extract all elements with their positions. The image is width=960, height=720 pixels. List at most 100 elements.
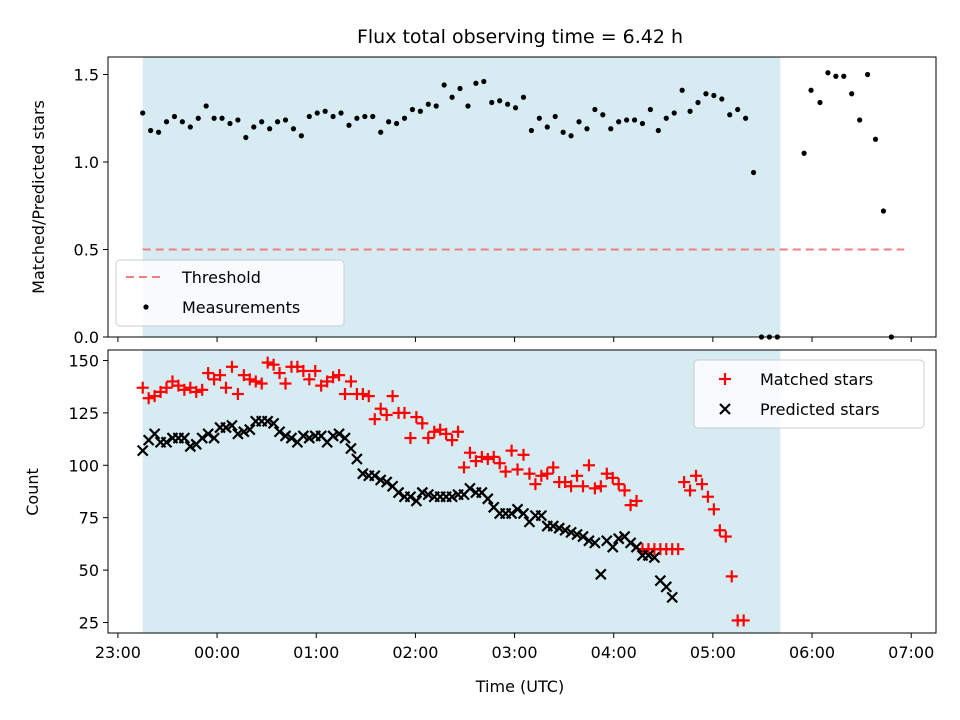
measurement-point xyxy=(433,103,439,109)
matched-stars-series xyxy=(136,356,750,627)
matched-star-point xyxy=(225,360,238,373)
measurement-point xyxy=(512,105,519,111)
x-tick-label: 23:00 xyxy=(95,643,141,662)
matched-star-point xyxy=(463,446,476,459)
x-axis-label: Time (UTC) xyxy=(475,677,564,696)
predicted-star-point xyxy=(606,541,619,553)
matched-star-point xyxy=(374,402,387,415)
measurement-point xyxy=(267,126,273,132)
matched-star-point xyxy=(576,480,589,493)
legend-threshold-label: Threshold xyxy=(181,268,261,287)
matched-star-point xyxy=(701,490,714,503)
matched-star-point xyxy=(136,381,149,394)
matched-star-point xyxy=(214,369,227,382)
matched-star-point xyxy=(220,381,233,394)
matched-star-point xyxy=(333,369,346,382)
x-tick-label: 03:00 xyxy=(492,643,538,662)
measurement-point xyxy=(695,99,701,106)
measurement-point xyxy=(211,115,217,121)
measurement-point xyxy=(825,70,831,76)
matched-star-point xyxy=(190,385,203,398)
measurement-point xyxy=(631,117,638,123)
matched-star-point xyxy=(707,503,720,516)
measurement-point xyxy=(219,115,225,121)
top-y-tick-label: 1.0 xyxy=(74,153,99,172)
predicted-star-point xyxy=(196,432,208,444)
predicted-stars-series xyxy=(136,415,679,604)
measurement-point xyxy=(801,150,807,156)
top-y-tick-label: 0.0 xyxy=(74,328,99,347)
measurement-point xyxy=(330,113,336,120)
matched-star-point xyxy=(273,367,286,380)
matched-star-point xyxy=(541,467,554,480)
matched-star-point xyxy=(725,570,738,583)
matched-star-point xyxy=(517,448,530,461)
measurement-point xyxy=(354,115,360,121)
matched-star-point xyxy=(672,543,685,556)
measurement-point xyxy=(528,127,535,134)
top-axes-frame xyxy=(107,56,937,338)
matched-star-point xyxy=(261,356,274,369)
matched-star-point xyxy=(678,476,691,489)
matched-star-point xyxy=(737,614,750,627)
bottom-panel: 25 50 75 100 125 150 23:00 00:00 01:00 02:00 03:0… xyxy=(23,349,937,696)
predicted-star-point xyxy=(410,495,423,507)
top-y-tick-label: 1.5 xyxy=(74,66,99,85)
predicted-star-point xyxy=(624,537,637,549)
predicted-star-point xyxy=(208,432,220,444)
bottom-y-ticks: 25 50 75 100 125 150 xyxy=(68,351,108,633)
matched-star-point xyxy=(452,425,465,438)
measurement-point xyxy=(386,119,392,125)
measurement-point xyxy=(639,120,646,127)
chart-title: Flux total observing time = 6.42 h xyxy=(357,26,683,48)
measurement-point xyxy=(140,110,146,116)
bottom-y-tick-label: 150 xyxy=(68,351,99,370)
measurement-point xyxy=(298,133,304,139)
matched-star-point xyxy=(386,390,399,403)
predicted-star-point xyxy=(345,442,357,455)
measurement-point xyxy=(679,87,685,93)
matched-star-point xyxy=(529,478,542,491)
top-panel: 0.0 0.5 1.0 1.5 Matched/Predicted stars Thr… xyxy=(29,56,937,347)
matched-star-point xyxy=(630,494,643,507)
matched-star-point xyxy=(571,469,584,482)
measurement-point xyxy=(441,82,447,88)
matched-star-point xyxy=(178,383,191,396)
measurement-point xyxy=(465,103,471,109)
measurement-point xyxy=(544,124,550,130)
matched-star-point xyxy=(493,457,506,470)
predicted-star-point xyxy=(404,490,417,503)
measurement-point xyxy=(880,208,887,214)
x-tick-label: 00:00 xyxy=(194,643,240,662)
predicted-star-point xyxy=(648,551,661,564)
matched-star-point xyxy=(303,373,316,386)
predicted-star-point xyxy=(136,444,149,457)
matched-star-point xyxy=(535,469,548,482)
measurement-point xyxy=(663,115,669,121)
top-y-ticks: 0.0 0.5 1.0 1.5 xyxy=(74,66,108,347)
matched-star-point xyxy=(612,478,625,491)
predicted-star-point xyxy=(630,541,643,553)
matched-star-point xyxy=(606,471,619,484)
measurement-point xyxy=(290,126,297,132)
measurement-point xyxy=(338,110,344,116)
measurement-point xyxy=(179,119,185,125)
measurement-point xyxy=(306,113,312,120)
matched-star-point xyxy=(582,459,595,472)
measurement-point xyxy=(833,73,839,79)
measurement-point xyxy=(425,101,431,107)
measurements-series xyxy=(140,70,894,340)
predicted-star-point xyxy=(368,469,381,482)
predicted-star-point xyxy=(392,486,405,499)
measurement-point xyxy=(600,112,606,118)
bottom-legend-box xyxy=(693,359,925,429)
measurement-point xyxy=(163,119,170,125)
x-tick-label: 07:00 xyxy=(888,643,934,662)
matched-star-point xyxy=(440,427,453,440)
x-tick-label: 02:00 xyxy=(392,643,438,662)
measurement-point xyxy=(243,134,249,141)
matched-star-point xyxy=(196,383,209,396)
measurement-point xyxy=(362,113,368,120)
measurement-point xyxy=(552,113,558,120)
measurement-point xyxy=(203,103,209,109)
